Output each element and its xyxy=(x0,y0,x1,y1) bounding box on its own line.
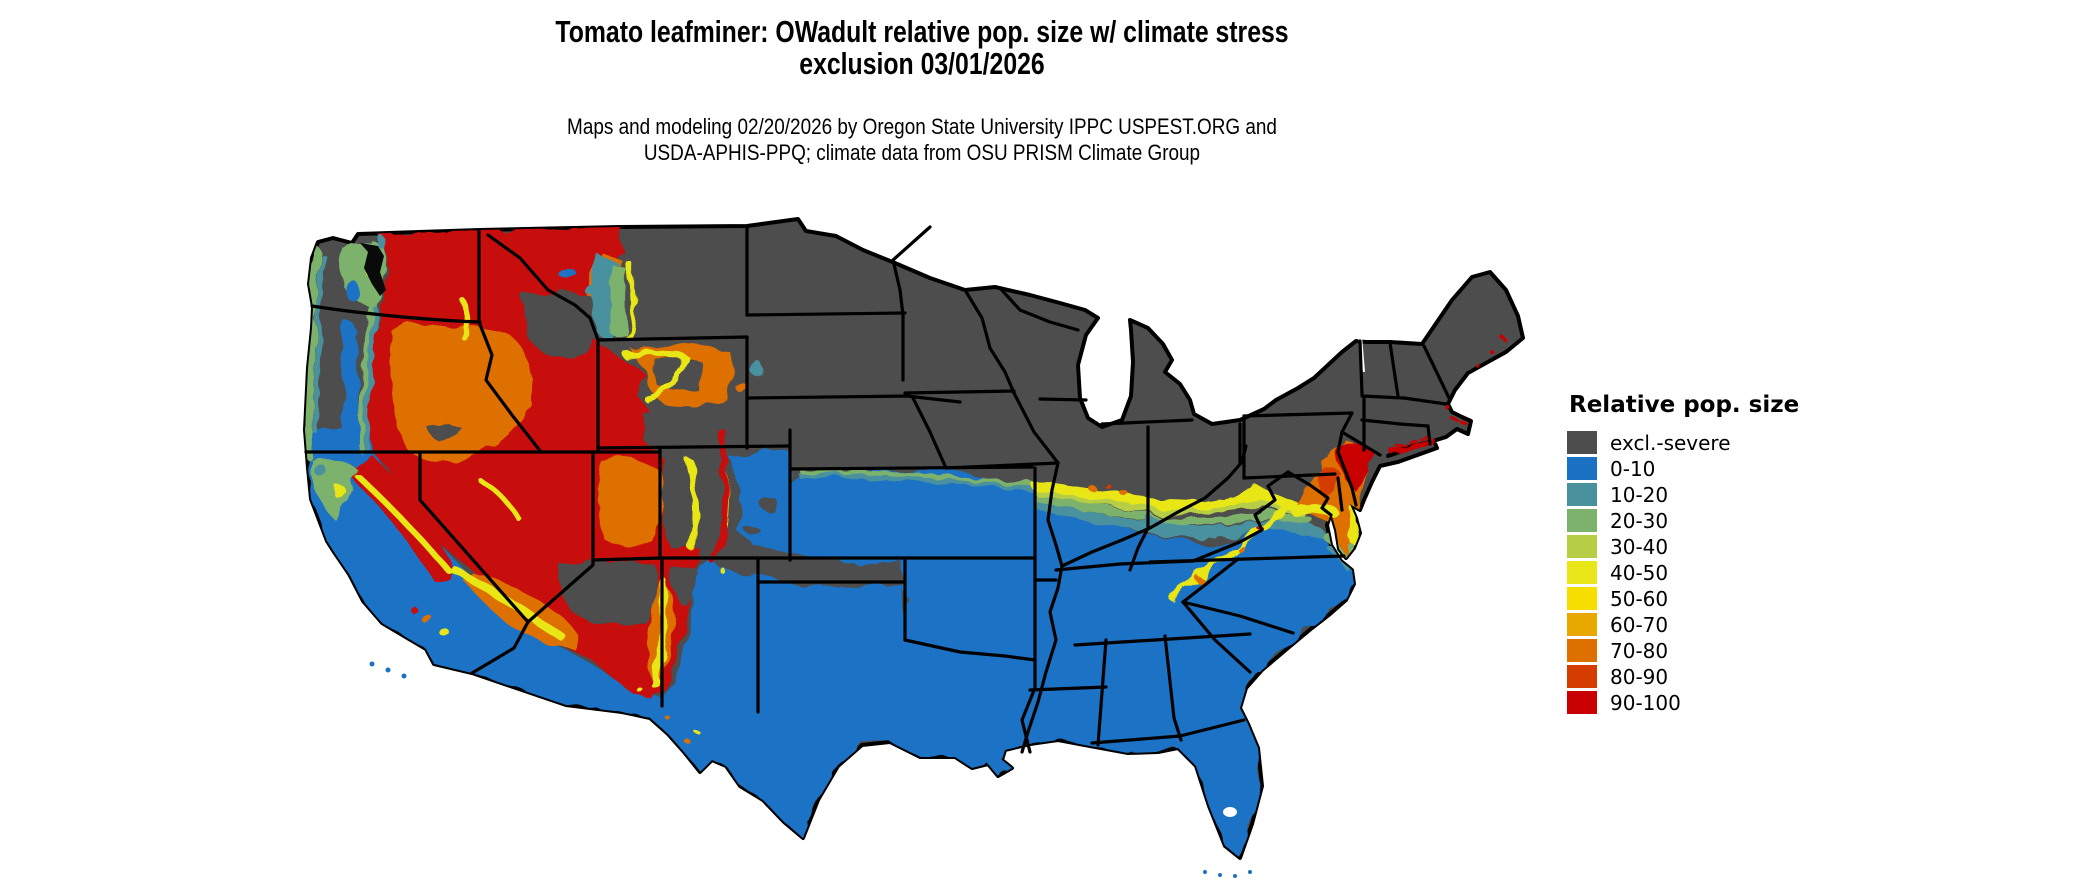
legend-item-20-30: 20-30 xyxy=(1567,508,1799,533)
legend-title: Relative pop. size xyxy=(1569,392,1800,418)
map-subtitle: Maps and modeling 02/20/2026 by Oregon S… xyxy=(406,114,1438,166)
population-raster-layer xyxy=(305,227,1507,858)
legend-item-90-100: 90-100 xyxy=(1567,690,1799,715)
legend-label-30-40: 30-40 xyxy=(1610,534,1669,559)
map-subtitle-line2: USDA-APHIS-PPQ; climate data from OSU PR… xyxy=(643,140,1201,165)
legend-item-80-90: 80-90 xyxy=(1567,664,1799,689)
map-title: Tomato leafminer: OWadult relative pop. … xyxy=(442,16,1402,80)
legend-swatch-30-40 xyxy=(1567,535,1597,558)
legend-swatch-60-70 xyxy=(1567,613,1597,636)
legend-swatch-50-60 xyxy=(1567,587,1597,610)
legend-swatch-70-80 xyxy=(1567,639,1597,662)
legend-item-40-50: 40-50 xyxy=(1567,560,1799,585)
puget-sound-water xyxy=(360,243,386,296)
legend-swatch-40-50 xyxy=(1567,561,1597,584)
legend-label-50-60: 50-60 xyxy=(1610,586,1669,611)
legend-label-60-70: 60-70 xyxy=(1610,612,1669,637)
map-subtitle-line1: Maps and modeling 02/20/2026 by Oregon S… xyxy=(567,114,1277,139)
legend-item-60-70: 60-70 xyxy=(1567,612,1799,637)
legend-item-70-80: 70-80 xyxy=(1567,638,1799,663)
legend-label-40-50: 40-50 xyxy=(1610,560,1669,585)
legend-swatch-10-20 xyxy=(1567,483,1597,506)
offshore-islands xyxy=(369,661,1252,878)
legend-item-0-10: 0-10 xyxy=(1567,456,1799,481)
map-title-line1: Tomato leafminer: OWadult relative pop. … xyxy=(555,14,1289,49)
legend-swatch-20-30 xyxy=(1567,509,1597,532)
legend-label-excl.-severe: excl.-severe xyxy=(1610,430,1731,455)
legend-label-70-80: 70-80 xyxy=(1610,638,1669,663)
legend: Relative pop. size excl.-severe 0-10 10-20… xyxy=(1567,392,1799,716)
legend-item-excl.-severe: excl.-severe xyxy=(1567,430,1799,455)
legend-label-0-10: 0-10 xyxy=(1610,456,1656,481)
state-boundaries xyxy=(304,225,1452,754)
legend-item-30-40: 30-40 xyxy=(1567,534,1799,559)
legend-swatch-0-10 xyxy=(1567,457,1597,480)
lake-okeechobee xyxy=(1223,807,1237,817)
legend-item-10-20: 10-20 xyxy=(1567,482,1799,507)
legend-label-90-100: 90-100 xyxy=(1610,690,1681,715)
legend-item-50-60: 50-60 xyxy=(1567,586,1799,611)
legend-swatch-90-100 xyxy=(1567,691,1597,714)
legend-swatch-excl.-severe xyxy=(1567,431,1597,454)
legend-label-10-20: 10-20 xyxy=(1610,482,1669,507)
legend-swatch-80-90 xyxy=(1567,665,1597,688)
legend-label-20-30: 20-30 xyxy=(1610,508,1669,533)
legend-label-80-90: 80-90 xyxy=(1610,664,1669,689)
legend-rows: excl.-severe 0-10 10-20 20-30 30-40 40-50 50-6… xyxy=(1567,430,1799,715)
map-title-line2: exclusion 03/01/2026 xyxy=(799,46,1045,81)
